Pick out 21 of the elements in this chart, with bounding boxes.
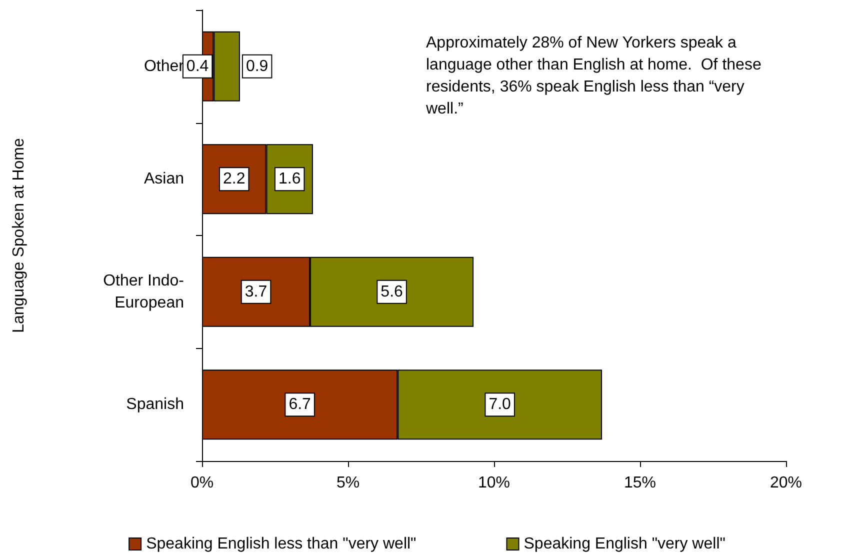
data-label: 5.6: [380, 283, 404, 300]
x-tick-label: 5%: [336, 474, 360, 492]
annotation: Approximately 28% of New Yorkers speak a language other than English at home. Of these residents, 36% speak English less than “very well.”: [425, 34, 766, 118]
y-tick-label: Asian: [144, 170, 184, 188]
legend-label: Speaking English less than "very well": [146, 536, 416, 552]
data-label: 0.9: [246, 58, 268, 75]
data-label: 2.2: [222, 170, 246, 188]
y-axis-title: Language Spoken at Home: [10, 138, 28, 333]
y-tick-label: Other: [144, 58, 185, 75]
data-label: 3.7: [244, 283, 268, 300]
x-tick-label: 15%: [624, 474, 656, 492]
x-tick-label: 10%: [478, 474, 510, 492]
data-label: 0.4: [186, 58, 209, 75]
y-tick-label: Spanish: [126, 396, 184, 414]
data-label: 1.6: [278, 170, 301, 188]
legend-label: Speaking English "very well": [524, 536, 726, 552]
x-tick-label: 0%: [190, 474, 214, 492]
data-label: 6.7: [288, 396, 312, 414]
y-tick-label: Other Indo-European: [103, 272, 184, 312]
x-tick-label: 20%: [770, 474, 802, 492]
data-label: 7.0: [488, 396, 512, 414]
